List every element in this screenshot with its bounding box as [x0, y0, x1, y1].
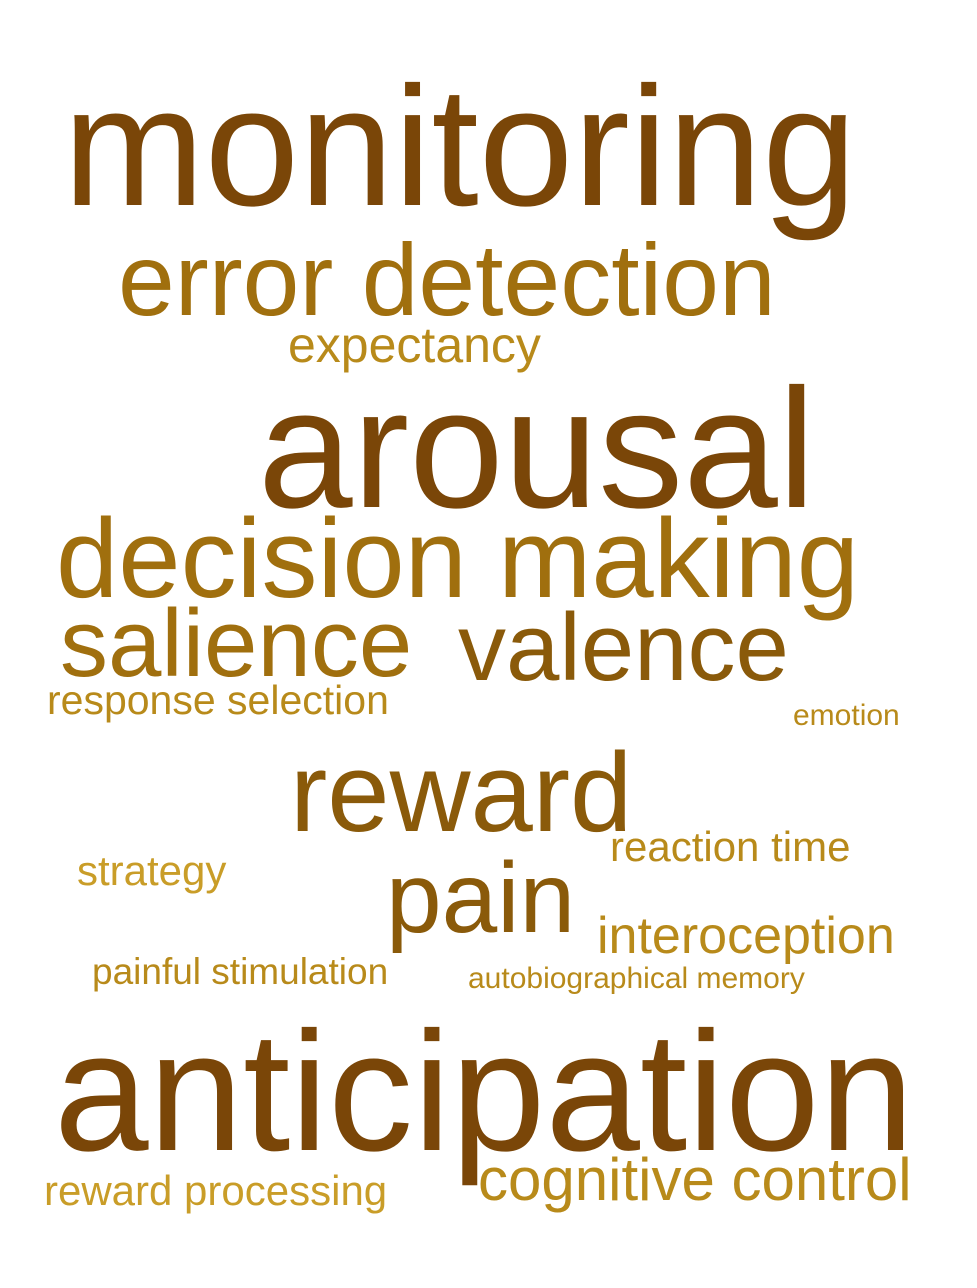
word-response-selection: response selection [47, 677, 389, 723]
word-reaction-time: reaction time [610, 823, 851, 870]
word-pain: pain [386, 842, 576, 954]
word-arousal: arousal [258, 354, 816, 544]
word-decision-making: decision making [56, 496, 860, 621]
word-reward-processing: reward processing [44, 1167, 388, 1214]
word-interoception: interoception [597, 907, 895, 965]
word-strategy: strategy [77, 847, 227, 894]
word-salience: salience [60, 590, 413, 697]
word-monitoring: monitoring [63, 52, 857, 242]
word-painful-stimulation: painful stimulation [92, 951, 389, 992]
word-valence: valence [458, 594, 789, 701]
word-reward: reward [290, 730, 633, 855]
word-cognitive-control: cognitive control [478, 1146, 912, 1213]
word-autobiographical-memory: autobiographical memory [468, 962, 805, 995]
word-error-detection: error detection [118, 223, 776, 337]
word-anticipation: anticipation [54, 997, 915, 1187]
word-emotion: emotion [793, 699, 900, 732]
word-expectancy: expectancy [288, 317, 541, 373]
